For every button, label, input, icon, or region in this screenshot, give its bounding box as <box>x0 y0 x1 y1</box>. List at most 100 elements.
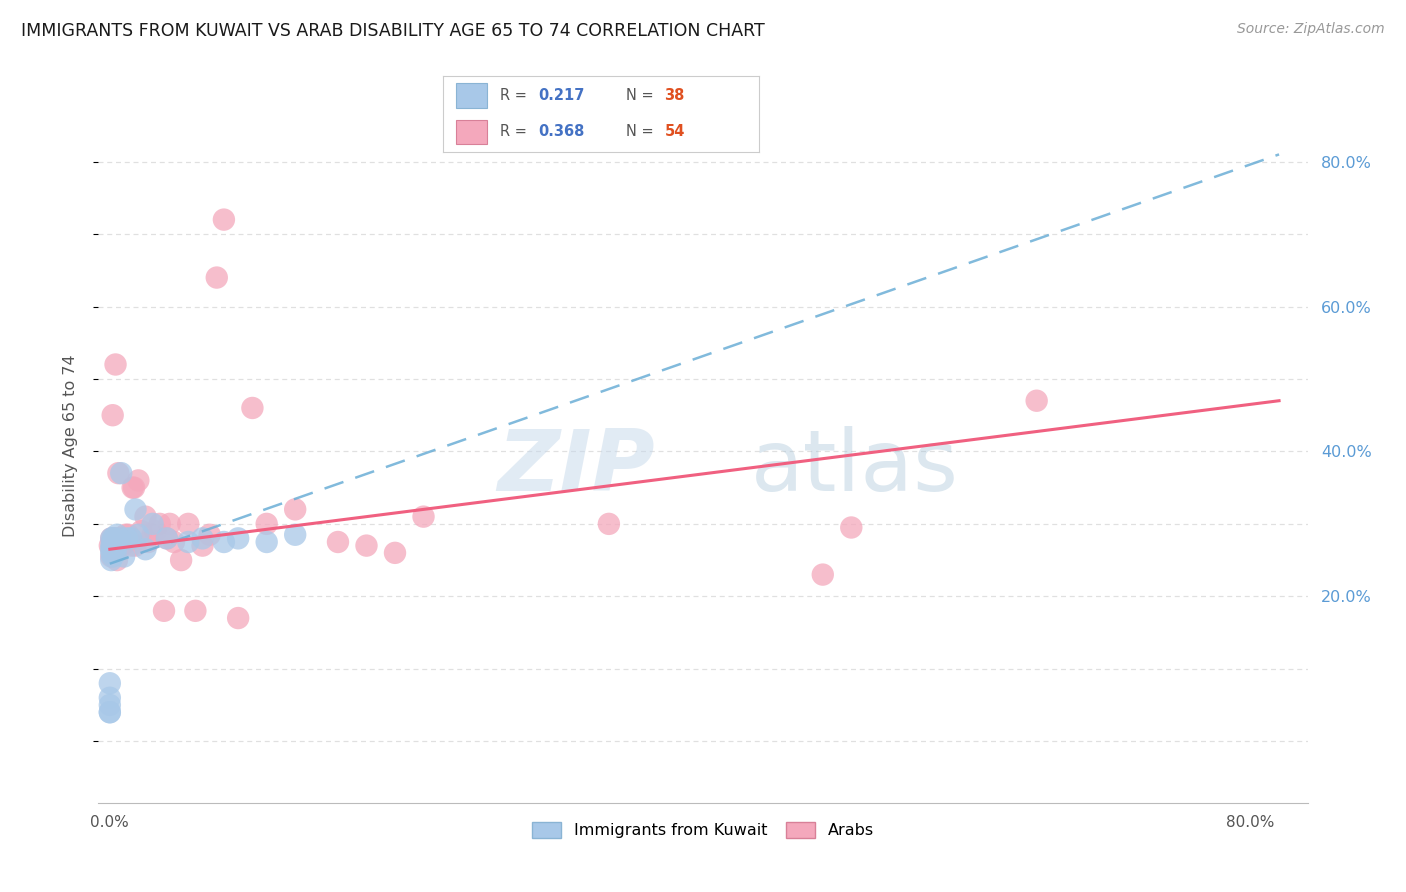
Point <box>103 535 125 549</box>
Point <box>242 401 264 415</box>
Point <box>104 358 127 372</box>
Text: R =: R = <box>501 124 531 139</box>
Point <box>111 539 134 553</box>
FancyBboxPatch shape <box>456 83 486 108</box>
Point <box>326 535 349 549</box>
Point <box>107 535 129 549</box>
Point <box>811 567 834 582</box>
Point <box>598 516 620 531</box>
Point <box>284 502 307 516</box>
Point <box>127 527 149 541</box>
Point <box>108 532 131 546</box>
Point <box>127 474 149 488</box>
Point <box>120 539 142 553</box>
Point <box>134 542 156 557</box>
Point <box>120 532 142 546</box>
Point <box>117 527 139 541</box>
Point <box>108 532 131 546</box>
Point <box>105 539 128 553</box>
Point <box>212 535 235 549</box>
Point <box>101 532 124 546</box>
Point <box>101 549 124 564</box>
Point <box>177 516 200 531</box>
Point <box>101 539 124 553</box>
Point <box>100 532 122 546</box>
Text: 0.217: 0.217 <box>537 88 583 103</box>
Point <box>112 549 135 564</box>
Point <box>104 539 127 553</box>
Point <box>153 604 176 618</box>
Text: ZIP: ZIP <box>496 425 655 509</box>
Point <box>134 509 156 524</box>
Legend: Immigrants from Kuwait, Arabs: Immigrants from Kuwait, Arabs <box>526 815 880 845</box>
Point <box>107 535 129 549</box>
Point <box>100 549 122 564</box>
Point <box>98 705 121 719</box>
Text: 0.368: 0.368 <box>537 124 583 139</box>
Point <box>170 553 193 567</box>
Point <box>115 535 138 549</box>
Point <box>100 546 122 560</box>
Point <box>356 539 378 553</box>
Point <box>191 539 214 553</box>
Point <box>108 539 131 553</box>
Point <box>105 527 128 541</box>
Point <box>101 535 124 549</box>
Point <box>226 532 249 546</box>
Point <box>110 466 132 480</box>
Text: Source: ZipAtlas.com: Source: ZipAtlas.com <box>1237 22 1385 37</box>
Point <box>205 270 228 285</box>
Point <box>100 542 122 557</box>
Point <box>212 212 235 227</box>
Point <box>163 535 186 549</box>
Point <box>226 611 249 625</box>
Text: N =: N = <box>627 88 658 103</box>
Point <box>110 539 132 553</box>
Point <box>103 539 125 553</box>
Point <box>839 520 862 534</box>
Point <box>129 524 152 538</box>
Point <box>104 532 127 546</box>
Point <box>142 516 165 531</box>
Point <box>101 408 124 422</box>
Point <box>256 535 278 549</box>
Point <box>124 539 146 553</box>
Point <box>98 698 121 712</box>
Point <box>156 532 179 546</box>
Point <box>156 532 179 546</box>
Point <box>145 524 167 538</box>
Point <box>100 539 122 553</box>
Point <box>124 502 146 516</box>
Y-axis label: Disability Age 65 to 74: Disability Age 65 to 74 <box>63 355 77 537</box>
Point <box>101 539 124 553</box>
Point <box>122 481 145 495</box>
Point <box>1025 393 1047 408</box>
Point <box>115 532 138 546</box>
Text: R =: R = <box>501 88 531 103</box>
Text: IMMIGRANTS FROM KUWAIT VS ARAB DISABILITY AGE 65 TO 74 CORRELATION CHART: IMMIGRANTS FROM KUWAIT VS ARAB DISABILIT… <box>21 22 765 40</box>
Point <box>142 527 165 541</box>
Point <box>104 546 127 560</box>
Text: atlas: atlas <box>751 425 959 509</box>
Point <box>103 532 125 546</box>
Point <box>98 690 121 705</box>
Point <box>98 539 121 553</box>
Point <box>121 481 143 495</box>
Point <box>105 553 128 567</box>
Point <box>198 527 221 541</box>
Point <box>159 516 181 531</box>
Text: 38: 38 <box>665 88 685 103</box>
Point <box>412 509 434 524</box>
Point <box>100 532 122 546</box>
Point <box>384 546 406 560</box>
Text: N =: N = <box>627 124 658 139</box>
Point <box>284 527 307 541</box>
Point <box>191 532 214 546</box>
FancyBboxPatch shape <box>456 120 486 144</box>
Point <box>256 516 278 531</box>
Point <box>100 553 122 567</box>
Point <box>107 466 129 480</box>
Point <box>184 604 207 618</box>
Point <box>103 532 125 546</box>
Point <box>149 516 172 531</box>
